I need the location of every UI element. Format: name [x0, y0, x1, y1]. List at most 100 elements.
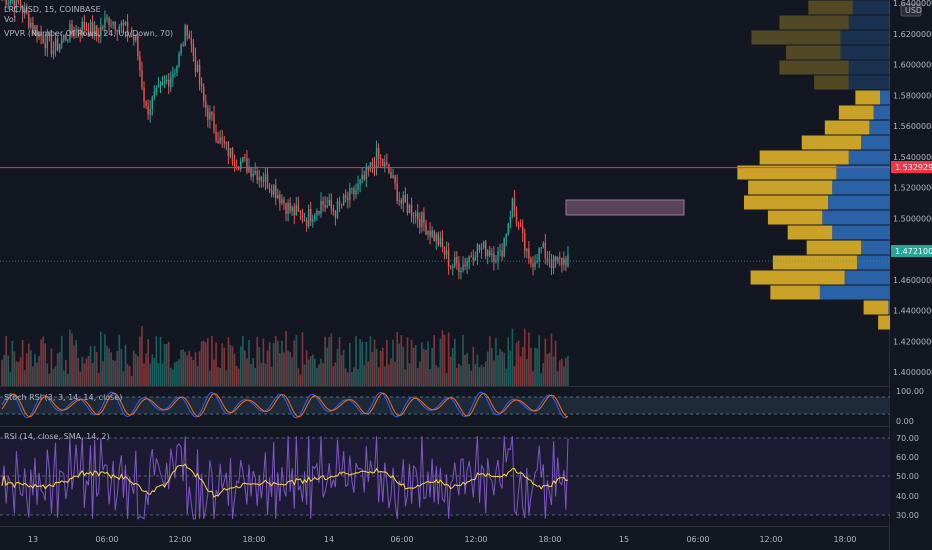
volume-bar [104, 334, 106, 386]
vpvr-down-bar [759, 150, 849, 165]
volume-bar [196, 366, 199, 386]
candle-body [116, 29, 118, 32]
volume-bar [509, 350, 512, 386]
volume-bar [322, 363, 324, 386]
currency-badge[interactable] [900, 3, 922, 17]
volume-bar [299, 374, 302, 386]
volume-bar [56, 353, 59, 386]
candle-body [151, 97, 153, 110]
candle-body [460, 270, 462, 273]
candle-body [196, 65, 199, 73]
volume-bar [291, 357, 294, 386]
volume-bar [155, 336, 158, 386]
volume-bar [472, 346, 475, 386]
volume-bar [488, 335, 491, 386]
candle-body [550, 262, 553, 269]
candle-body [445, 250, 448, 255]
candle-body [303, 219, 306, 221]
candle-body [334, 210, 337, 218]
candle-body [489, 250, 491, 256]
volume-bar [7, 355, 10, 386]
time-axis-label: 06:00 [390, 535, 413, 544]
volume-bar [145, 353, 147, 386]
candle-body [454, 257, 456, 266]
candle-body [464, 264, 466, 267]
volume-bar [357, 369, 359, 386]
volume-bar [172, 369, 174, 386]
vpvr-down-bar [808, 0, 853, 15]
volume-bar [213, 359, 215, 386]
candle-body [50, 35, 53, 54]
volume-bar [58, 351, 61, 386]
volume-bar [50, 348, 53, 386]
candle-body [141, 70, 143, 88]
time-axis[interactable]: 13 06:00 12:00 18:00 14 06:00 12:00 18:00 15 06:0… [28, 535, 857, 544]
candle-body [534, 262, 536, 267]
volume-bar [264, 363, 267, 386]
volume-bar [478, 367, 481, 386]
volume-bar [456, 367, 458, 386]
stoch-axis-label: 0.00 [896, 417, 914, 426]
drawn-rectangle[interactable] [565, 199, 685, 216]
candle-body [330, 199, 333, 208]
volume-bar [225, 370, 228, 386]
volume-bar [5, 336, 7, 386]
volume-bar [383, 366, 386, 386]
stoch-d-line [1, 392, 569, 418]
candle-body [153, 92, 156, 98]
rsi-legend[interactable]: RSI (14, close, SMA, 14, 2) [4, 432, 110, 441]
candle-body [102, 26, 104, 28]
volume-bar [338, 336, 341, 386]
candle-body [363, 174, 365, 179]
stoch-legend[interactable]: Stoch RSI (3, 3, 14, 14, close) [4, 393, 122, 402]
candle-body [246, 158, 248, 173]
candle-body [221, 137, 223, 141]
volume-bar [460, 365, 462, 386]
time-axis-label: 14 [324, 535, 334, 544]
volume-bar [495, 338, 497, 386]
candle-body [538, 247, 540, 261]
volume-bar [99, 331, 102, 386]
candle-body [23, 7, 26, 14]
volume-bar [272, 342, 275, 386]
candle-body [289, 202, 291, 212]
candle-body [565, 258, 567, 266]
candle-body [95, 25, 98, 35]
candle-body [34, 25, 36, 31]
vpvr-down-bar [801, 135, 862, 150]
vpvr-legend[interactable]: VPVR (Number Of Rows, 24, Up/Down, 70) [4, 29, 173, 38]
volume-bar [513, 366, 516, 386]
candle-body [497, 251, 499, 262]
candle-body [161, 82, 164, 84]
volume-bar [449, 356, 452, 386]
volume-bar [293, 340, 296, 386]
volume-bar [108, 348, 110, 386]
volume-bar [102, 361, 104, 386]
vpvr-up-bar [888, 300, 890, 315]
volume-bar [167, 341, 170, 386]
volume-bar [437, 367, 440, 386]
candle-body [147, 106, 149, 115]
candle-body [524, 233, 526, 252]
symbol-legend[interactable]: LRC/USD, 15, COINBASE [4, 5, 101, 14]
volume-bar [359, 339, 361, 386]
price-axis-label: 1.64000000 [893, 0, 932, 8]
volume-bar [497, 355, 499, 386]
volume-bar [46, 363, 49, 386]
candle-body [180, 44, 182, 54]
volume-bar [231, 346, 234, 386]
volume-bar [130, 375, 133, 386]
rsi-axis-label: 40.00 [896, 492, 919, 501]
vpvr-down-bar [767, 210, 823, 225]
candle-body [104, 18, 106, 28]
volume-bar [153, 358, 156, 386]
volume-bar [373, 339, 376, 386]
candle-body [406, 202, 409, 214]
candle-body [421, 212, 423, 228]
volume-bar [178, 359, 180, 386]
candle-body [264, 174, 267, 182]
volume-bar [314, 358, 316, 386]
volume-bar [410, 339, 413, 386]
volume-bar [396, 332, 398, 386]
